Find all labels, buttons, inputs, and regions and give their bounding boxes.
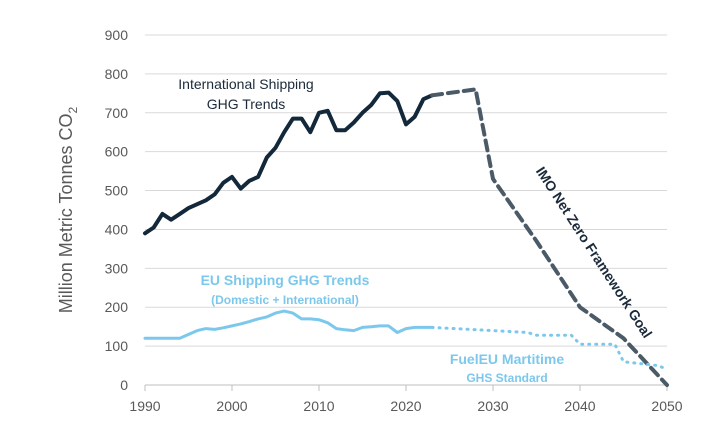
- x-tick-label: 2010: [303, 398, 334, 414]
- y-tick-label: 100: [105, 338, 129, 354]
- y-tick-label: 300: [105, 260, 129, 276]
- y-tick-label: 900: [105, 27, 129, 43]
- series-line-imo_goal: [430, 87, 669, 387]
- x-tick-label: 2050: [651, 398, 682, 414]
- x-tick-label: 2000: [216, 398, 247, 414]
- y-tick-label: 200: [105, 299, 129, 315]
- y-tick-label: 500: [105, 183, 129, 199]
- annotation-international-line2: GHG Trends: [207, 96, 286, 112]
- x-tick-label: 2030: [477, 398, 508, 414]
- annotation-fueleu-line2: GHS Standard: [466, 371, 547, 385]
- gridlines: [145, 34, 667, 347]
- annotation-fueleu-line1: FuelEU Martitime: [450, 351, 565, 367]
- x-tick-label: 2020: [390, 398, 421, 414]
- y-axis-label: Million Metric Tonnes CO2: [56, 106, 80, 313]
- y-tick-label: 600: [105, 144, 129, 160]
- y-tick-label: 400: [105, 221, 129, 237]
- y-tick-label: 0: [120, 377, 128, 393]
- series-line-eu: [143, 309, 434, 340]
- annotation-eu-line2: (Domestic + International): [211, 293, 359, 307]
- x-tick-label: 1990: [129, 398, 160, 414]
- series-lines: [143, 87, 669, 387]
- y-axis: 0 100 200 300 400 500 600 700 800 900: [105, 27, 129, 393]
- series-line-fueleu: [430, 325, 669, 371]
- series-line-international: [143, 90, 435, 236]
- y-tick-label: 800: [105, 66, 129, 82]
- x-axis: 1990 2000 2010 2020 2030 2040 2050: [129, 384, 683, 414]
- x-tick-label: 2040: [564, 398, 595, 414]
- y-tick-label: 700: [105, 105, 129, 121]
- annotation-international-line1: International Shipping: [178, 76, 313, 92]
- annotation-eu-line1: EU Shipping GHG Trends: [201, 272, 370, 288]
